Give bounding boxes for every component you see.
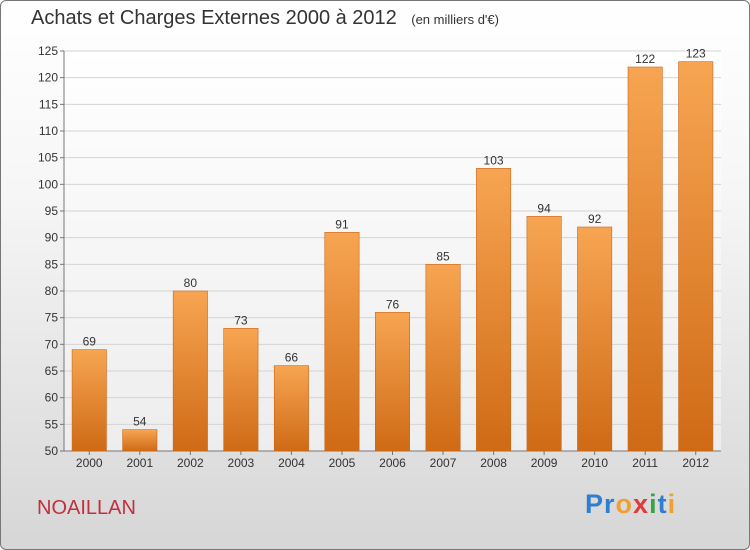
x-tick-label: 2008: [480, 456, 507, 470]
logo-letter: i: [667, 489, 677, 519]
y-tick-label: 90: [45, 231, 59, 245]
x-tick-label: 2001: [126, 456, 153, 470]
bars: [71, 61, 714, 452]
x-tick-label: 2002: [177, 456, 204, 470]
bar: [122, 429, 158, 452]
x-tick-label: 2000: [76, 456, 103, 470]
y-tick-label: 125: [38, 44, 58, 58]
value-label: 92: [588, 212, 602, 226]
value-label: 54: [133, 415, 147, 429]
y-axis-labels: 50 55 60 65 70 75 80 85 90 95 100 105 110 115 120 125: [38, 44, 58, 458]
bar: [324, 232, 360, 452]
logo-letter: i: [649, 489, 658, 519]
y-tick-label: 60: [45, 391, 59, 405]
y-tick-label: 75: [45, 311, 59, 325]
y-tick-label: 110: [39, 124, 58, 138]
y-tick-label: 55: [45, 417, 59, 431]
logo-letter: r: [604, 489, 616, 519]
bar: [172, 290, 208, 452]
bar: [526, 216, 562, 452]
bar: [273, 365, 309, 452]
proxiti-logo: Proxiti: [585, 489, 676, 520]
value-label: 73: [234, 313, 248, 327]
logo-letter: P: [585, 489, 605, 519]
y-tick-label: 85: [45, 257, 59, 271]
x-axis-labels: 2000 2001 2002 2003 2004 2005 2006 2007 2008 2009…: [76, 451, 709, 470]
x-tick-label: 2011: [632, 456, 658, 470]
chart-title: Achats et Charges Externes 2000 à 2012: [31, 7, 397, 29]
bar: [678, 61, 714, 452]
x-tick-label: 2010: [581, 456, 608, 470]
value-label: 122: [635, 52, 655, 66]
value-label: 103: [484, 153, 504, 167]
y-tick-label: 115: [39, 97, 58, 111]
value-label: 69: [83, 335, 97, 349]
value-label: 80: [184, 276, 198, 290]
y-tick-label: 50: [45, 444, 59, 458]
x-tick-label: 2012: [682, 456, 709, 470]
y-tick-label: 80: [45, 284, 59, 298]
bar: [375, 312, 410, 452]
x-tick-label: 2004: [278, 456, 305, 470]
bar: [71, 349, 107, 452]
value-label: 76: [386, 297, 400, 311]
logo-letter: o: [615, 489, 634, 519]
x-tick-label: 2007: [430, 456, 457, 470]
value-label: 94: [537, 201, 551, 215]
value-label: 85: [436, 249, 450, 263]
bar: [627, 66, 663, 452]
value-label: 123: [686, 47, 706, 61]
bar: [425, 264, 461, 452]
chart-unit: (en milliers d'€): [411, 12, 499, 27]
y-tick-label: 70: [45, 337, 59, 351]
value-label: 91: [335, 217, 349, 231]
y-tick-label: 95: [45, 204, 59, 218]
value-label: 66: [285, 351, 299, 365]
y-tick-label: 120: [38, 71, 58, 85]
bar: [476, 168, 512, 452]
commune-name: NOAILLAN: [37, 497, 136, 519]
bar: [223, 328, 259, 452]
x-tick-label: 2005: [329, 456, 356, 470]
logo-letter: x: [633, 489, 650, 519]
y-tick-label: 65: [45, 364, 59, 378]
logo-letter: t: [657, 489, 668, 519]
x-tick-label: 2009: [531, 456, 558, 470]
title-row: Achats et Charges Externes 2000 à 2012 (…: [31, 7, 499, 30]
y-tick-label: 105: [38, 151, 58, 165]
x-tick-label: 2006: [379, 456, 406, 470]
x-tick-label: 2003: [228, 456, 255, 470]
value-labels: 69 54 80 73 66 91 76 85 103 94 92 122 123: [83, 47, 706, 429]
bar: [577, 226, 613, 452]
y-tick-label: 100: [38, 177, 58, 191]
